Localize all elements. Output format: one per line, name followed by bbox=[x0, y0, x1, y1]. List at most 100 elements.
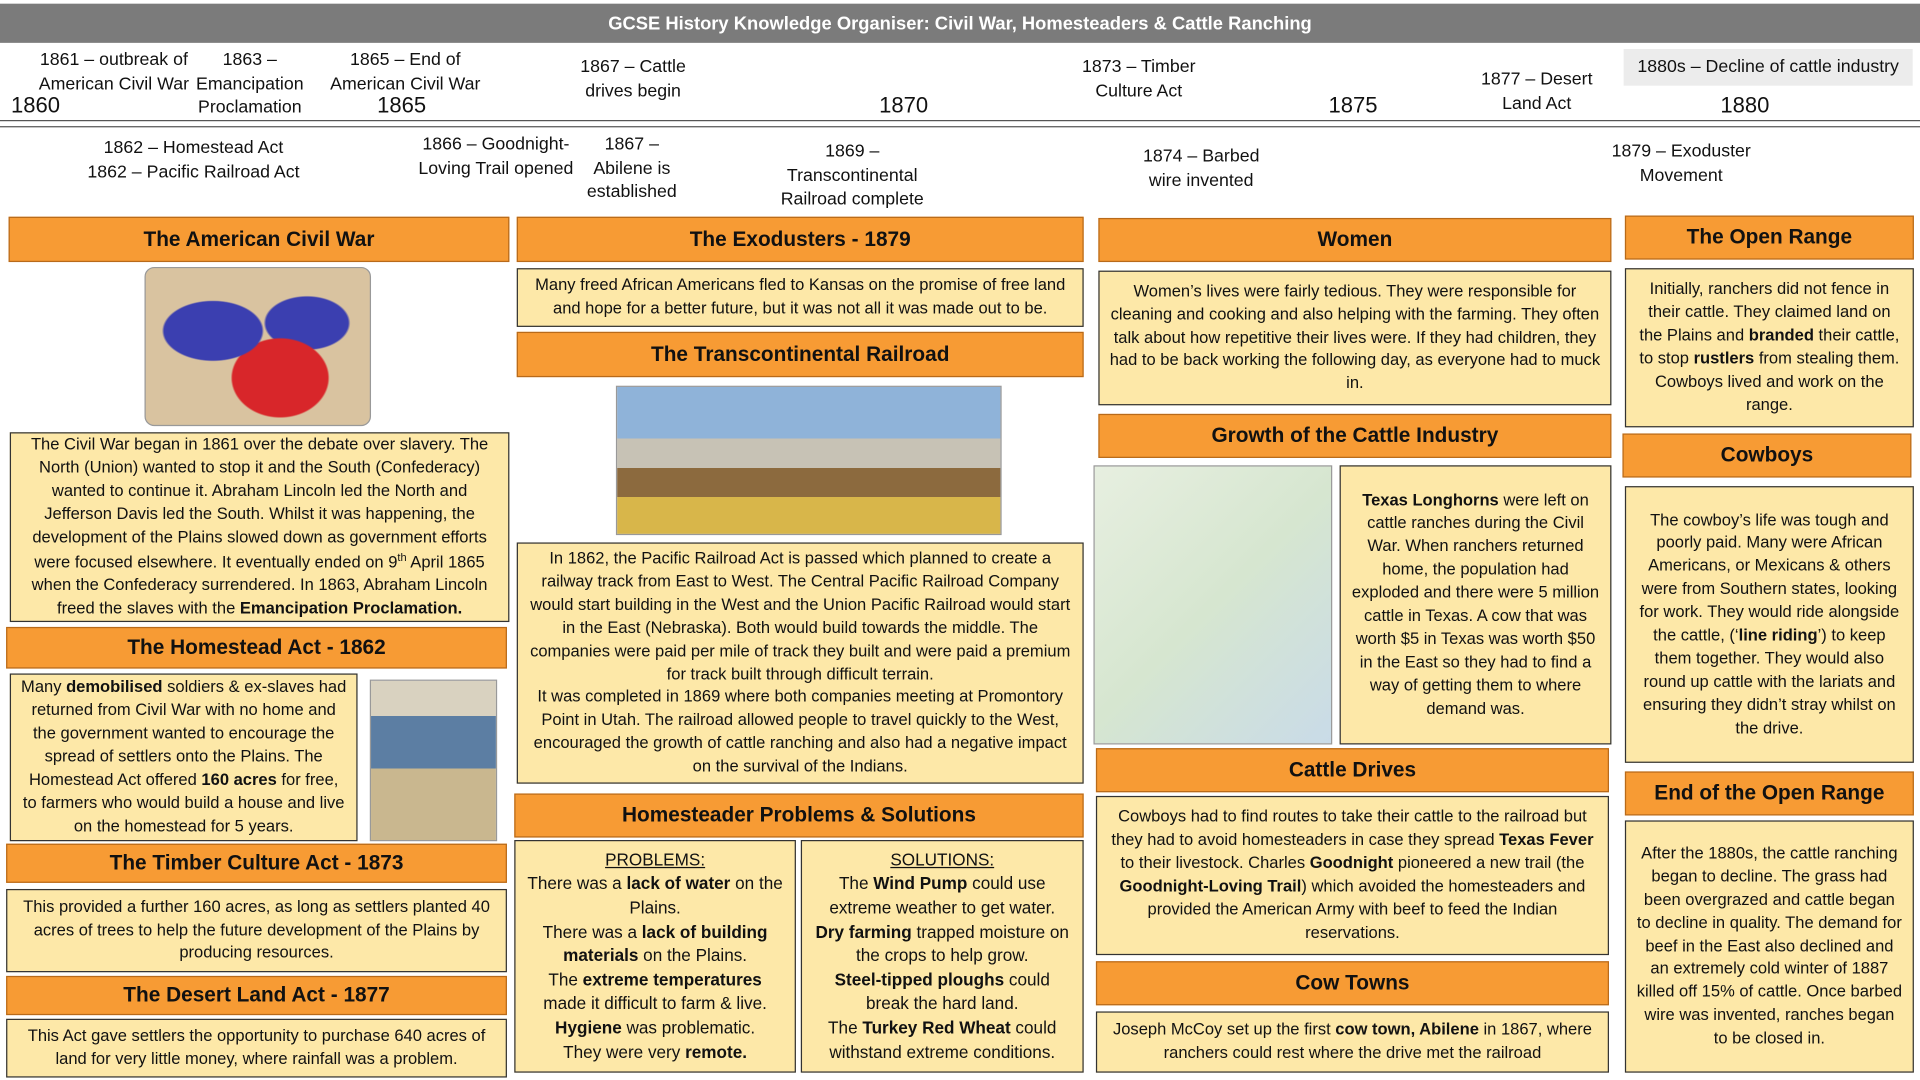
timeline-event: 1862 – Homestead Act bbox=[103, 138, 284, 158]
image-cattle-map bbox=[1093, 465, 1333, 745]
text-run: on the Plains. bbox=[638, 945, 748, 966]
text-run: soldiers & ex-slaves had returned from C… bbox=[28, 677, 347, 789]
text-run: The bbox=[548, 969, 583, 990]
section-header: The Homestead Act - 1862 bbox=[6, 626, 507, 669]
section-header: Cow Towns bbox=[1095, 961, 1609, 1006]
text-run: The bbox=[828, 1017, 863, 1038]
header-title: GCSE History Knowledge Organiser: Civil … bbox=[608, 12, 1312, 34]
text-run: Many freed African Americans fled to Kan… bbox=[535, 275, 1066, 318]
timeline-event: 1866 – Goodnight-Loving Trail opened bbox=[418, 134, 574, 179]
bold-text: demobilised bbox=[66, 677, 163, 696]
paragraph: The extreme temperatures made it difficu… bbox=[525, 968, 785, 1016]
bold-text: extreme temperatures bbox=[582, 969, 762, 990]
section-header: The Timber Culture Act - 1873 bbox=[6, 843, 507, 883]
text-run: They were very bbox=[563, 1041, 686, 1062]
text-run: was problematic. bbox=[621, 1017, 756, 1038]
text-run: Joseph McCoy set up the first bbox=[1112, 1020, 1336, 1039]
text-run: April 1865 when the Confederacy surrende… bbox=[31, 552, 488, 618]
timeline-event: 1877 – Desert Land Act bbox=[1480, 69, 1593, 114]
image-painting bbox=[615, 385, 1002, 536]
section-header: Cattle Drives bbox=[1095, 748, 1609, 793]
paragraph: The Wind Pump could use extreme weather … bbox=[812, 872, 1073, 920]
paragraph: Steel-tipped ploughs could break the har… bbox=[812, 968, 1073, 1016]
paragraph: The cowboy’s life was tough and poorly p… bbox=[1636, 509, 1903, 740]
paragraph: They were very remote. bbox=[525, 1040, 785, 1064]
text-run: It was completed in 1869 where both comp… bbox=[533, 687, 1067, 776]
text-run: could withstand extreme conditions. bbox=[829, 1017, 1057, 1062]
section-header: The Transcontinental Railroad bbox=[516, 331, 1084, 378]
timeline-event: 1869 – Transcontinental Railroad complet… bbox=[780, 142, 924, 210]
paragraph: Initially, ranchers did not fence in the… bbox=[1636, 278, 1903, 417]
text-run: The bbox=[838, 873, 874, 894]
timeline-year: 1860 bbox=[10, 93, 61, 118]
paragraph: There was a lack of water on the Plains. bbox=[525, 872, 785, 920]
section-body: Women’s lives were fairly tedious. They … bbox=[1098, 270, 1612, 406]
superscript: th bbox=[397, 550, 407, 563]
text-run: This Act gave settlers the opportunity t… bbox=[27, 1026, 486, 1068]
timeline-event: 1863 – Emancipation Proclamation bbox=[195, 50, 304, 118]
paragraph: Women’s lives were fairly tedious. They … bbox=[1109, 280, 1600, 396]
section-header: The American Civil War bbox=[8, 216, 510, 263]
timeline-year: 1875 bbox=[1328, 93, 1378, 118]
section-body: PROBLEMS: There was a lack of water on th… bbox=[514, 840, 796, 1073]
section-body: This Act gave settlers the opportunity t… bbox=[6, 1018, 507, 1078]
paragraph: Many freed African Americans fled to Kan… bbox=[528, 274, 1073, 320]
bold-text: Goodnight-Loving Trail bbox=[1119, 876, 1302, 896]
bold-text: Texas Longhorns bbox=[1362, 490, 1499, 509]
timeline-line bbox=[0, 120, 1920, 128]
timeline-event: 1880s – Decline of cattle industry bbox=[1623, 48, 1913, 86]
text-run: in 1867, where ranchers could rest where… bbox=[1163, 1020, 1592, 1062]
text-run: to their livestock. Charles bbox=[1120, 853, 1310, 872]
section-body: Cowboys had to find routes to take their… bbox=[1095, 795, 1609, 956]
text-run: on the Plains. bbox=[629, 873, 783, 918]
section-body: Texas Longhorns were left on cattle ranc… bbox=[1339, 465, 1612, 745]
text-run: could break the hard land. bbox=[866, 969, 1050, 1014]
bold-text: Emancipation Proclamation. bbox=[239, 598, 463, 618]
timeline-event: 1862 – Pacific Railroad Act bbox=[87, 162, 300, 183]
bold-text: Texas Fever bbox=[1499, 830, 1594, 849]
section-body: The cowboy’s life was tough and poorly p… bbox=[1624, 486, 1914, 763]
text-run: Cowboys had to find routes to take their… bbox=[1111, 807, 1587, 849]
bold-text: Steel-tipped ploughs bbox=[834, 969, 1005, 990]
section-body: In 1862, the Pacific Railroad Act is pas… bbox=[516, 542, 1084, 784]
text-run: made it difficult to farm & live. bbox=[543, 993, 767, 1014]
section-header: The Desert Land Act - 1877 bbox=[6, 975, 507, 1016]
text-run: trapped moisture on the crops to help gr… bbox=[855, 921, 1069, 966]
text-run: could use extreme weather to get water. bbox=[829, 873, 1056, 918]
paragraph: The Turkey Red Wheat could withstand ext… bbox=[812, 1016, 1073, 1064]
paragraph: Texas Longhorns were left on cattle ranc… bbox=[1351, 489, 1601, 720]
header-bar: GCSE History Knowledge Organiser: Civil … bbox=[0, 3, 1920, 43]
bold-text: Turkey Red Wheat bbox=[862, 1017, 1011, 1038]
section-body: The Civil War began in 1861 over the deb… bbox=[9, 432, 510, 623]
paragraph: Many demobilised soldiers & ex-slaves ha… bbox=[21, 676, 347, 838]
list-heading: SOLUTIONS: bbox=[890, 849, 995, 870]
timeline-event: 1874 – Barbed wire invented bbox=[1142, 146, 1260, 191]
text-run: Many bbox=[21, 677, 67, 696]
paragraph: In 1862, the Pacific Railroad Act is pas… bbox=[528, 547, 1073, 686]
bold-text: rustlers bbox=[1693, 348, 1755, 368]
paragraph: The Civil War began in 1861 over the deb… bbox=[21, 434, 499, 621]
section-body: After the 1880s, the cattle ranching beg… bbox=[1624, 820, 1914, 1073]
bold-text: lack of building materials bbox=[563, 921, 768, 966]
text-run: ’) to keep them together. They would als… bbox=[1643, 625, 1896, 737]
text-run: for free, to farmers who would build a h… bbox=[22, 770, 345, 835]
text-run: ) which avoided the homesteaders and pro… bbox=[1147, 876, 1586, 942]
paragraph: Joseph McCoy set up the first cow town, … bbox=[1107, 1019, 1598, 1065]
timeline-event: 1879 – Exoduster Movement bbox=[1611, 142, 1751, 186]
section-header: Cowboys bbox=[1622, 433, 1912, 478]
section-body: Joseph McCoy set up the first cow town, … bbox=[1095, 1011, 1609, 1073]
paragraph: Hygiene was problematic. bbox=[525, 1016, 785, 1040]
section-header: Homesteader Problems & Solutions bbox=[514, 793, 1084, 838]
timeline-year: 1880 bbox=[1720, 93, 1770, 118]
bold-text: cow town, Abilene bbox=[1335, 1020, 1479, 1039]
text-run: This provided a further 160 acres, as lo… bbox=[23, 897, 490, 962]
text-run: from stealing them. Cowboys lived and wo… bbox=[1654, 348, 1900, 414]
bold-text: lack of water bbox=[626, 873, 731, 894]
section-body: Many demobilised soldiers & ex-slaves ha… bbox=[9, 673, 358, 842]
section-header: Women bbox=[1098, 217, 1612, 263]
section-header: Growth of the Cattle Industry bbox=[1098, 413, 1612, 458]
text-run: Initially, ranchers did not fence in the… bbox=[1639, 279, 1891, 345]
